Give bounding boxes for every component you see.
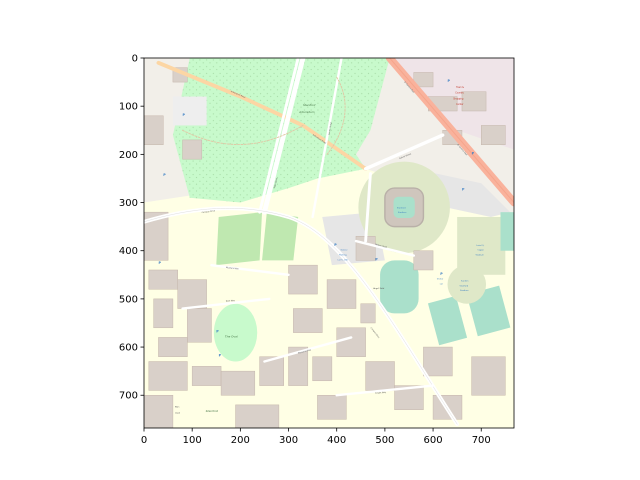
- galvez-south[interactable]: [364, 172, 372, 243]
- label-main-quad-1: Main: [175, 406, 180, 408]
- parking-icon[interactable]: P: [440, 272, 443, 276]
- label-stanford-bottom: Stanford: [206, 409, 218, 413]
- the-oval[interactable]: [213, 303, 258, 362]
- label-angell-field: Angell Field: [373, 287, 385, 290]
- label-town-2: Country: [455, 92, 464, 95]
- parking-icon[interactable]: P: [375, 257, 378, 261]
- x-tick-label: 300: [279, 435, 298, 446]
- label-el-camino: El Camino Real: [403, 81, 414, 93]
- parking-icon[interactable]: P: [462, 187, 465, 191]
- y-tick-label: 100: [119, 102, 138, 113]
- label-arboretum-2: Arboretum: [298, 110, 315, 114]
- y-tick-label: 400: [119, 246, 138, 257]
- field-west-1[interactable]: [216, 212, 263, 266]
- label-maloney-3: Stadium: [475, 254, 483, 257]
- parking-icon[interactable]: P: [448, 79, 451, 83]
- axes-frame: [143, 57, 515, 429]
- axes-ticks: 0 100 200 300 400 500 600 700 0 100 200 300 400 500 60…: [119, 54, 491, 447]
- field-west-2[interactable]: [262, 212, 299, 261]
- label-el-camino-2: El Camino Real: [456, 144, 467, 156]
- parking-icon[interactable]: P: [163, 173, 166, 177]
- parking-lot-northwest[interactable]: [172, 96, 207, 126]
- label-maloney-2: Cagan: [477, 250, 484, 252]
- label-town-4: Center: [456, 103, 463, 106]
- buildings: [144, 67, 506, 428]
- label-arboretum-1: Stanford: [303, 103, 315, 107]
- label-visitor-2: Lot: [440, 282, 443, 285]
- x-tick-label: 600: [424, 435, 443, 446]
- label-lasuen-street: Lasuen Street: [328, 121, 333, 135]
- label-arboretum-road-2: Arboretum Road: [312, 133, 327, 145]
- museum-way[interactable]: [210, 263, 290, 277]
- label-parking-2: Parking: [339, 254, 347, 257]
- label-visitor-1: Visitor: [437, 278, 444, 281]
- label-campus-drive: Campus Drive: [202, 209, 217, 214]
- y-tick-label: 200: [119, 150, 138, 161]
- label-arboretum-road: Arboretum Road: [230, 90, 246, 99]
- parking-icon[interactable]: P: [183, 113, 186, 117]
- roth-way[interactable]: [181, 297, 271, 310]
- parking-icon[interactable]: P: [219, 354, 222, 358]
- arboretum-road[interactable]: [156, 60, 368, 171]
- path-arboretum-1: [182, 124, 304, 146]
- pitch-1[interactable]: [427, 295, 468, 346]
- y-tick-label: 300: [119, 198, 138, 209]
- label-the-oval: The Oval: [225, 334, 238, 338]
- label-maloney-1: Laird Q.: [476, 244, 484, 247]
- label-campus-drive-2: Campus Drive: [370, 327, 381, 340]
- parking-icon[interactable]: P: [216, 330, 219, 334]
- knight-way[interactable]: [335, 384, 435, 397]
- label-memorial-way: Memorial Way: [298, 348, 313, 355]
- label-roth-way: Roth Way: [226, 299, 236, 303]
- label-sunken-1: Sunken: [461, 281, 469, 283]
- label-town-3: Shopping: [453, 97, 464, 100]
- label-main-quad-2: Quad: [175, 413, 181, 415]
- y-tick-label: 0: [132, 54, 138, 65]
- parking-icon[interactable]: P: [158, 261, 161, 265]
- label-knight-way: Knight Way: [375, 391, 387, 395]
- maloney-field[interactable]: [457, 216, 506, 275]
- x-tick-label: 700: [472, 435, 491, 446]
- label-palm-drive: Palm Drive: [273, 177, 279, 189]
- label-sunken-3: Stadium: [460, 289, 468, 292]
- x-tick-label: 500: [375, 435, 394, 446]
- parking-icon[interactable]: P: [334, 243, 337, 247]
- path-arboretum-2: [326, 76, 346, 155]
- label-museum-way: Museum Way: [226, 267, 240, 270]
- label-sunken-2: Stanford: [460, 284, 469, 287]
- label-parking-1: Galvez: [341, 250, 348, 252]
- galvez-street[interactable]: [363, 133, 445, 171]
- label-stadium-1: Stanford: [397, 206, 406, 209]
- label-stadium-2: Stadium: [398, 211, 406, 214]
- label-galvez-street: Galvez Street: [399, 152, 412, 160]
- memorial-way[interactable]: [263, 336, 353, 363]
- y-tick-label: 600: [119, 343, 138, 354]
- x-tick-label: 100: [183, 435, 202, 446]
- x-tick-label: 200: [231, 435, 250, 446]
- label-parking-3: Lot 5, 180: [338, 258, 349, 261]
- angell-field[interactable]: [380, 260, 419, 314]
- label-town-1: Town &: [456, 86, 464, 89]
- label-nelson-road: Nelson Road: [375, 244, 388, 249]
- parking-markers: P P P P P P P P P P P: [158, 79, 474, 358]
- nelson-road[interactable]: [354, 239, 415, 257]
- y-tick-label: 500: [119, 294, 138, 305]
- map-image: Stanford Arboretum Town & Country Shoppi…: [144, 58, 514, 428]
- x-tick-label: 0: [141, 435, 147, 446]
- parking-icon[interactable]: P: [472, 151, 475, 155]
- x-tick-label: 400: [327, 435, 346, 446]
- y-tick-label: 700: [119, 391, 138, 402]
- lasuen-street[interactable]: [311, 58, 343, 219]
- roads: [144, 58, 514, 427]
